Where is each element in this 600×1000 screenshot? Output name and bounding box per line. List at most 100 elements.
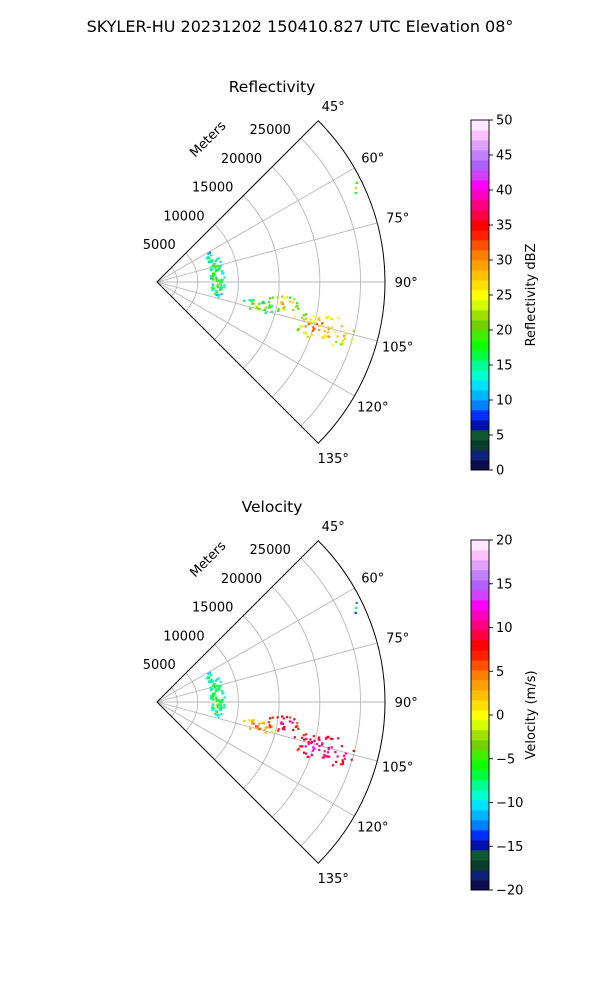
colorbar-swatch (471, 860, 489, 871)
range-tick-label: 20000 (221, 152, 262, 167)
colorbar-swatch (471, 680, 489, 691)
azimuth-gridline (156, 701, 378, 762)
colorbar-swatch (471, 740, 489, 751)
colorbar-swatch (471, 220, 489, 231)
colorbar-swatch (471, 790, 489, 801)
colorbar-swatch (471, 660, 489, 671)
azimuth-tick-label: 90° (395, 696, 418, 711)
colorbar-swatch (471, 710, 489, 721)
colorbar-swatch (471, 450, 489, 461)
colorbar-tick-label: 30 (496, 254, 513, 269)
colorbar-swatch (471, 390, 489, 401)
colorbar-swatch (471, 420, 489, 431)
colorbar-swatch (471, 360, 489, 371)
colorbar-tick-label: 50 (496, 114, 513, 129)
colorbar-swatch (471, 670, 489, 681)
colorbar-swatch (471, 130, 489, 141)
colorbar-swatch (471, 590, 489, 601)
colorbar-tick-label: 20 (496, 324, 513, 339)
colorbar-swatch (471, 460, 489, 471)
colorbar-swatch (471, 320, 489, 331)
panel-title: Velocity (242, 498, 303, 516)
colorbar-label: Reflectivity dBZ (524, 244, 539, 347)
colorbar-swatch (471, 200, 489, 211)
colorbar-tick-label: −15 (496, 840, 523, 855)
echo-region (205, 671, 226, 719)
colorbar-swatch (471, 430, 489, 441)
colorbar-tick-label: −20 (496, 884, 523, 899)
colorbar-swatch (471, 700, 489, 711)
colorbar-swatch (471, 300, 489, 311)
colorbar-tick-label: 15 (496, 577, 513, 592)
colorbar-swatch (471, 780, 489, 791)
azimuth-gridline (156, 587, 355, 703)
azimuth-tick-label: 45° (322, 100, 345, 115)
colorbar-swatch (471, 760, 489, 771)
azimuth-gridline (156, 281, 378, 342)
colorbar-swatch (471, 560, 489, 571)
colorbar-swatch (471, 750, 489, 761)
colorbar-tick-label: 0 (496, 464, 504, 479)
colorbar-tick-label: 10 (496, 621, 513, 636)
colorbar-swatch (471, 800, 489, 811)
azimuth-gridline (156, 222, 378, 283)
colorbar-tick-label: 40 (496, 184, 513, 199)
azimuth-tick-label: 60° (361, 151, 384, 166)
colorbar-swatch (471, 370, 489, 381)
colorbar-swatch (471, 640, 489, 651)
figure-title: SKYLER-HU 20231202 150410.827 UTC Elevat… (87, 17, 514, 36)
azimuth-tick-label: 105° (382, 761, 413, 776)
echo-region (354, 181, 358, 194)
azimuth-tick-label: 75° (386, 632, 409, 647)
colorbar-tick-label: 20 (496, 534, 513, 549)
colorbar-swatch (471, 820, 489, 831)
colorbar-swatch (471, 310, 489, 321)
colorbar-swatch (471, 600, 489, 611)
azimuth-tick-label: 75° (386, 212, 409, 227)
azimuth-tick-label: 135° (318, 872, 349, 887)
range-tick-label: 5000 (143, 658, 176, 673)
colorbar-swatch (471, 440, 489, 451)
echo-region (205, 251, 226, 299)
colorbar-swatch (471, 550, 489, 561)
colorbar-tick-label: 10 (496, 394, 513, 409)
reflectivity-panel: Reflectivity500010000150002000025000Mete… (143, 78, 418, 467)
colorbar-swatch (471, 180, 489, 191)
colorbar-swatch (471, 290, 489, 301)
colorbar-tick-label: −5 (496, 752, 515, 767)
sector-outline (156, 540, 386, 864)
colorbar-swatch (471, 280, 489, 291)
colorbar-swatch (471, 330, 489, 341)
colorbar-swatch (471, 810, 489, 821)
colorbar-swatch (471, 160, 489, 171)
colorbar-swatch (471, 230, 489, 241)
range-tick-label: 10000 (163, 629, 204, 644)
colorbar-tick-label: 5 (496, 665, 504, 680)
azimuth-gridline (156, 167, 355, 283)
range-tick-label: 25000 (250, 543, 291, 558)
colorbar-swatch (471, 170, 489, 181)
sector-outline (156, 120, 386, 444)
reflectivity-colorbar: 0 5 10 15 20 25 30 35 40 45 50 Reflectivity dBZ (470, 114, 539, 479)
colorbar-swatch (471, 350, 489, 361)
colorbar-swatch (471, 830, 489, 841)
azimuth-tick-label: 105° (382, 341, 413, 356)
colorbar-swatch (471, 250, 489, 261)
colorbar-swatch (471, 690, 489, 701)
colorbar-tick-label: 45 (496, 149, 513, 164)
panel-title: Reflectivity (229, 78, 316, 96)
azimuth-tick-label: 135° (318, 452, 349, 467)
echo-region (293, 733, 355, 767)
azimuth-tick-label: 120° (357, 821, 388, 836)
colorbar-swatch (471, 630, 489, 641)
colorbar-swatch (471, 120, 489, 131)
colorbar-swatch (471, 240, 489, 251)
colorbar-swatch (471, 210, 489, 221)
azimuth-gridline (156, 642, 378, 703)
echo-region (267, 715, 300, 732)
colorbar-swatch (471, 380, 489, 391)
echo-region (243, 719, 274, 734)
range-tick-label: 25000 (250, 123, 291, 138)
colorbar-swatch (471, 410, 489, 421)
